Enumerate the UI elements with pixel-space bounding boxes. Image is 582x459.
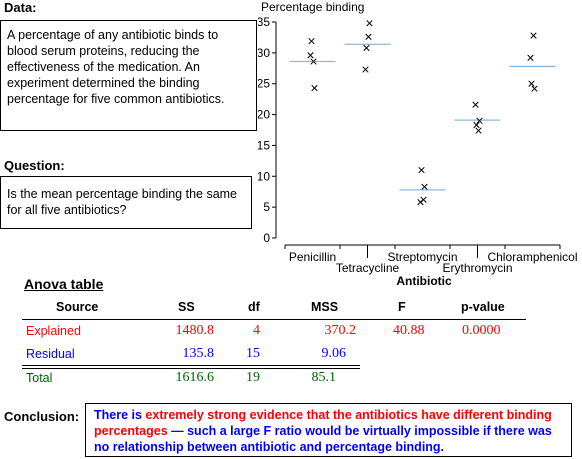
total-mss: 85.1 [311,370,337,385]
x-axis-title: Antibiotic [396,274,452,288]
data-point [528,80,535,87]
data-point [363,44,370,52]
anova-title: Anova table [24,276,104,292]
data-point [310,58,317,65]
conclusion-part3: — such a large F ratio would be virtuall… [94,424,552,454]
data-point [530,32,537,39]
header-ss: SS [178,300,195,314]
x-tick-label: Erythromycin [442,261,512,275]
header-f: F [398,300,406,314]
y-axis-title: Percentage binding [261,0,364,14]
binding-chart: Percentage binding 0 5 10 15 20 25 30 35 Penici… [258,0,578,288]
data-point [420,196,427,203]
total-divider-1 [22,365,360,366]
y-tick-label: 5 [263,200,270,214]
data-point [527,54,534,61]
data-label: Data: [4,0,37,15]
data-point [475,127,482,134]
y-tick-label: 20 [258,108,270,122]
total-label: Total [26,371,53,385]
residual-ss: 135.8 [182,346,215,361]
x-tick-label: Tetracycline [336,261,400,275]
y-tick-label: 30 [258,46,270,60]
header-divider [22,319,526,320]
data-point [308,37,315,45]
data-points [307,20,538,206]
explained-label: Explained [26,324,81,338]
explained-df: 4 [253,323,260,338]
residual-df: 15 [246,346,260,361]
mean-lines [289,43,556,191]
y-tick-label: 10 [258,169,270,183]
total-df: 19 [246,370,260,385]
explained-pvalue: 0.0000 [462,323,501,338]
conclusion-part2: extremely strong evidence that the antib… [94,408,552,438]
y-tick-label: 35 [258,15,270,29]
data-text: A percentage of any antibiotic binds to … [7,28,225,106]
explained-mss: 370.2 [324,323,357,338]
data-point [362,66,369,73]
data-point [531,85,538,92]
x-tick-label: Streptomycin [387,250,457,264]
x-axis: PenicillinTetracyclineStreptomycinErythr… [284,244,578,275]
x-tick-label: Chloramphenicol [487,250,577,264]
conclusion-box: There is extremely strong evidence that … [85,403,572,457]
data-point [418,166,425,174]
y-tick-label: 15 [258,138,270,152]
conclusion-part1: There is [94,408,146,422]
y-tick-label: 25 [258,77,270,91]
data-point [421,183,428,190]
data-point [476,117,483,124]
conclusion-label: Conclusion: [4,409,80,424]
data-box: A percentage of any antibiotic binds to … [0,20,257,131]
data-point [365,33,372,40]
question-box: Is the mean percentage binding the same … [0,176,252,229]
data-point [473,121,480,129]
data-point [311,84,318,92]
residual-label: Residual [26,347,75,361]
header-mss: MSS [311,300,339,314]
data-point [472,101,479,108]
explained-ss: 1480.8 [175,323,215,338]
residual-mss: 9.06 [321,346,347,361]
header-pvalue: p-value [461,300,505,314]
y-tick-label: 0 [263,231,270,245]
data-point [307,52,314,59]
header-df: df [248,300,260,314]
y-axis: 0 5 10 15 20 25 30 35 [258,15,277,245]
header-source: Source [56,300,99,314]
explained-f: 40.88 [393,323,425,338]
question-text: Is the mean percentage binding the same … [7,187,238,217]
total-ss: 1616.6 [175,370,215,385]
question-label: Question: [4,158,65,173]
total-divider-2 [22,368,360,369]
data-point [366,20,373,27]
x-tick-label: Penicillin [289,250,336,264]
